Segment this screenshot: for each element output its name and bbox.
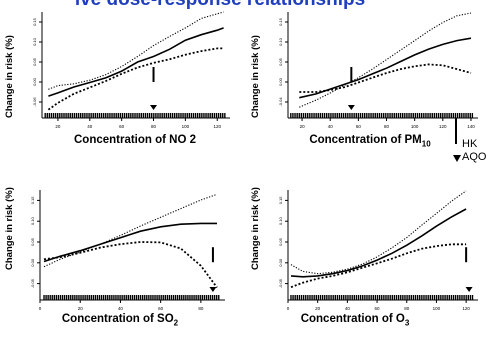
series-upper-line (48, 11, 224, 90)
x-tick-label: 0 (287, 306, 290, 311)
x-axis-label: Concentration of SO2 (20, 313, 220, 327)
x-tick-label: 60 (356, 124, 362, 129)
x-tick-label: 60 (375, 306, 381, 311)
series-upper-line (290, 190, 467, 275)
hk-marker (211, 247, 214, 263)
x-tick-label: 20 (315, 306, 321, 311)
y-axis-label: Change in risk (%) (4, 187, 15, 270)
legend-aqo-triangle-icon (453, 155, 461, 162)
chart-no2: 20 40 60 80 100 120 -0.06 0.00 0.05 0.10 0.15 (32, 11, 230, 129)
x-tick-label: 80 (198, 306, 204, 311)
y-tick-label: -0.05 (30, 278, 35, 288)
x-axis-label: Concentration of O3 (250, 313, 460, 327)
legend-hk-label: HK (462, 138, 478, 150)
aqo-marker (465, 287, 473, 292)
series-estimate-line (299, 37, 472, 99)
x-axis-label-text: Concentration of NO 2 (73, 134, 197, 146)
x-axis-label: Concentration of NO 2 (40, 134, 230, 146)
x-axis-label-subscript: 3 (404, 318, 410, 328)
series-upper-line (43, 193, 218, 268)
x-tick-label: 100 (182, 124, 190, 129)
x-tick-label: 80 (404, 306, 410, 311)
y-tick-label: 0.00 (30, 258, 35, 267)
chart-so2: 0 20 40 60 80 -0.05 0.00 0.05 0.10 0.15 (30, 190, 225, 311)
panel-pm10: 20 40 60 80 100 120 140 -0.04 0.00 0.05 0.10 0.15 C… (250, 0, 478, 150)
chart-o3: 0 20 40 60 80 100 120 -0.05 0.00 0.05 0.10 0.15 (278, 190, 478, 311)
aqo-marker (150, 105, 158, 110)
x-tick-label: 60 (158, 306, 164, 311)
series-lower-line (43, 241, 218, 289)
y-tick-label: 0.05 (30, 237, 35, 246)
x-axis-label-text: Concentration of O (300, 313, 405, 325)
x-tick-label: 40 (345, 306, 351, 311)
series-estimate-line (290, 208, 467, 278)
x-tick-label: 120 (462, 306, 470, 311)
y-tick-label: 0.15 (32, 17, 37, 26)
x-axis-label-text: Concentration of SO (61, 313, 174, 325)
legend-hk-bar-icon (455, 118, 457, 144)
y-tick-label: 0.00 (278, 77, 283, 86)
x-axis-label: Concentration of PM10 (280, 134, 460, 148)
x-tick-label: 20 (55, 124, 61, 129)
y-tick-label: 0.10 (278, 217, 283, 226)
y-tick-label: 0.05 (278, 237, 283, 246)
y-tick-label: 0.00 (32, 77, 37, 86)
x-tick-label: 80 (151, 124, 157, 129)
legend-aqo-label: AQO (462, 151, 487, 163)
aqo-marker (347, 105, 355, 110)
aqo-marker (209, 287, 217, 292)
y-tick-label: 0.15 (30, 196, 35, 205)
y-tick-label: 0.05 (32, 57, 37, 66)
series-lower-line (47, 47, 224, 111)
series-lower-line (290, 243, 467, 289)
y-tick-label: 0.05 (278, 57, 283, 66)
x-tick-label: 120 (439, 124, 447, 129)
y-tick-label: -0.06 (32, 97, 37, 107)
hk-marker (465, 247, 468, 263)
x-tick-label: 60 (119, 124, 125, 129)
x-tick-label: 80 (384, 124, 390, 129)
y-axis-label: Change in risk (%) (250, 187, 261, 270)
panel-so2: 0 20 40 60 80 -0.05 0.00 0.05 0.10 0.15 Change in… (0, 170, 225, 327)
hk-marker (152, 67, 155, 82)
y-tick-label: 0.10 (30, 217, 35, 226)
y-tick-label: 0.15 (278, 196, 283, 205)
x-axis-label-subscript: 10 (421, 139, 431, 149)
hk-marker (350, 67, 353, 82)
series-upper-line (299, 12, 472, 108)
panel-o3: 0 20 40 60 80 100 120 -0.05 0.00 0.05 0.10 0.15 Cha… (250, 170, 478, 327)
y-tick-label: 0.10 (32, 37, 37, 46)
chart-pm10: 20 40 60 80 100 120 140 -0.04 0.00 0.05 0.10 0.15 (278, 12, 478, 129)
x-tick-label: 40 (118, 306, 124, 311)
figure: ive dose-response relationships 20406080… (0, 0, 487, 327)
series-estimate-line (48, 27, 224, 97)
y-tick-label: -0.04 (278, 97, 283, 107)
panel-no2: 20 40 60 80 100 120 -0.06 0.00 0.05 0.10 0.15 Chan… (0, 0, 230, 150)
x-tick-label: 140 (467, 124, 475, 129)
figure-title: ive dose-response relationships (0, 0, 440, 11)
y-tick-label: 0.15 (278, 17, 283, 26)
y-tick-label: 0.00 (278, 258, 283, 267)
x-tick-label: 0 (39, 306, 42, 311)
x-tick-label: 40 (328, 124, 334, 129)
y-axis-label: Change in risk (%) (4, 35, 15, 118)
y-tick-label: 0.10 (278, 37, 283, 46)
x-tick-label: 100 (433, 306, 441, 311)
series-lower-line (299, 63, 472, 93)
x-tick-label: 20 (300, 124, 306, 129)
x-tick-label: 40 (87, 124, 93, 129)
series-estimate-line (43, 222, 217, 263)
y-tick-label: -0.05 (278, 278, 283, 288)
x-tick-label: 100 (411, 124, 419, 129)
x-axis-label-subscript: 2 (173, 318, 179, 328)
x-tick-label: 120 (213, 124, 221, 129)
x-axis-label-text: Concentration of PM (309, 134, 422, 146)
x-tick-label: 20 (78, 306, 84, 311)
y-axis-label: Change in risk (%) (250, 35, 261, 118)
